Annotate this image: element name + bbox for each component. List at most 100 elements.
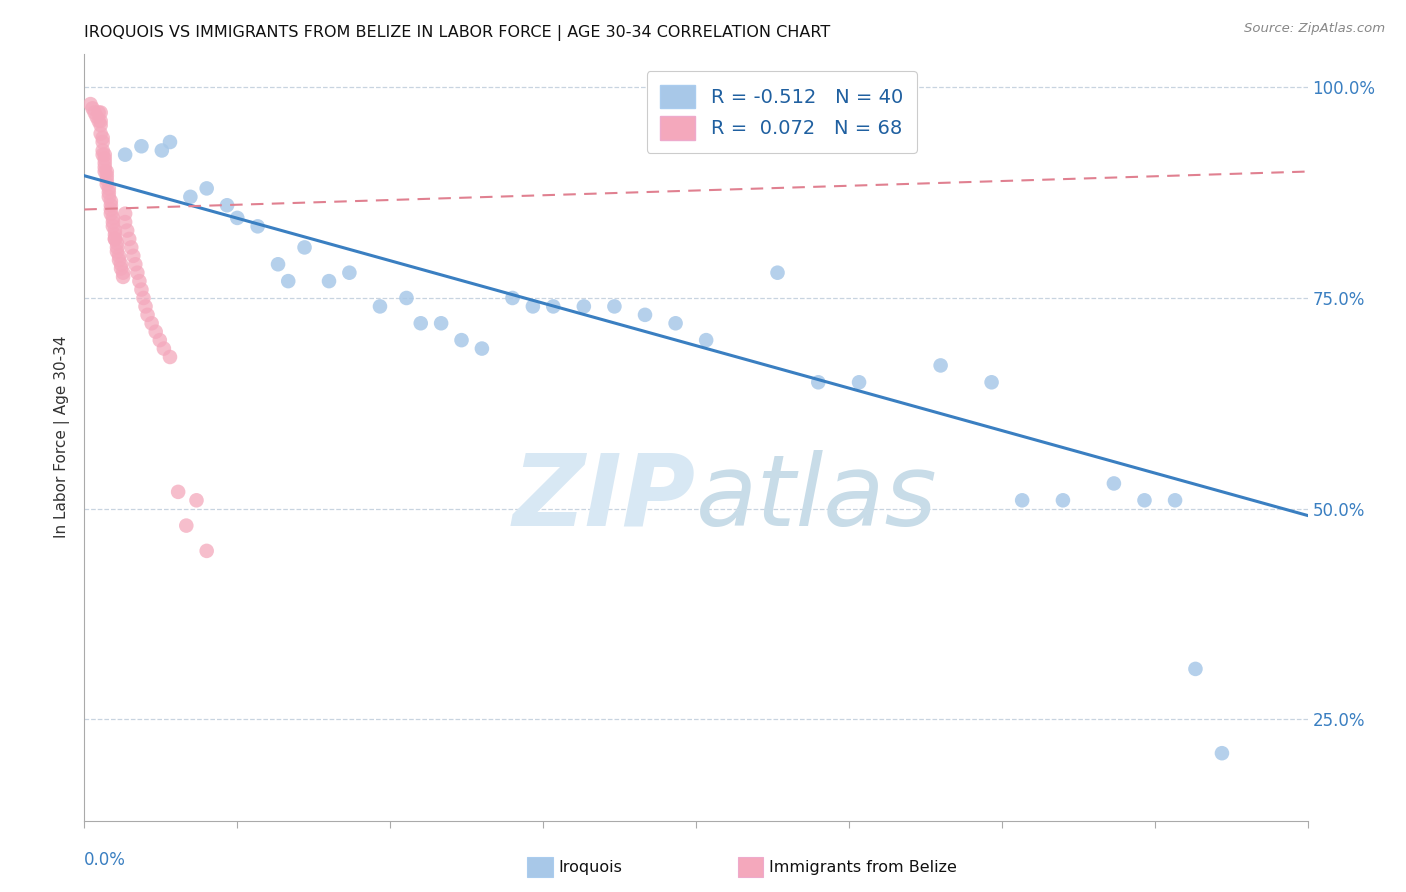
Point [1011, 493, 1033, 508]
Point [1102, 476, 1125, 491]
Point [105, 236, 128, 251]
Point [104, 232, 127, 246]
Point [118, 232, 141, 246]
Point [90, 127, 112, 141]
Point [634, 308, 657, 322]
Point [226, 211, 249, 225]
Point [395, 291, 418, 305]
Y-axis label: In Labor Force | Age 30-34: In Labor Force | Age 30-34 [55, 335, 70, 539]
Point [766, 266, 789, 280]
Point [186, 493, 208, 508]
Point [409, 316, 432, 330]
Point [1052, 493, 1074, 508]
Point [100, 194, 122, 208]
Point [1164, 493, 1187, 508]
Point [105, 240, 128, 254]
Point [97, 181, 120, 195]
Point [101, 211, 124, 225]
Point [120, 240, 142, 254]
Point [93, 161, 115, 175]
Point [179, 190, 201, 204]
Point [122, 249, 145, 263]
Point [93, 147, 115, 161]
Point [145, 325, 167, 339]
Point [104, 227, 127, 242]
Point [450, 333, 472, 347]
Point [318, 274, 340, 288]
Point [96, 164, 118, 178]
Point [471, 342, 494, 356]
Point [124, 257, 146, 271]
Point [100, 207, 122, 221]
Point [430, 316, 453, 330]
Text: atlas: atlas [696, 450, 938, 547]
Point [82, 101, 104, 115]
Point [96, 177, 118, 191]
Text: Iroquois: Iroquois [558, 860, 621, 874]
Point [159, 135, 181, 149]
Text: Source: ZipAtlas.com: Source: ZipAtlas.com [1244, 22, 1385, 36]
Point [104, 223, 127, 237]
Point [136, 308, 159, 322]
Point [87, 105, 110, 120]
Point [1211, 746, 1233, 760]
Point [108, 249, 131, 263]
Point [101, 219, 124, 234]
Point [277, 274, 299, 288]
Text: Immigrants from Belize: Immigrants from Belize [769, 860, 957, 874]
Point [97, 186, 120, 200]
Point [665, 316, 688, 330]
Point [131, 283, 153, 297]
Point [110, 257, 132, 271]
Point [90, 114, 112, 128]
Point [267, 257, 290, 271]
Point [87, 114, 110, 128]
Point [104, 232, 127, 246]
Point [135, 300, 157, 314]
Point [167, 484, 190, 499]
Point [174, 518, 197, 533]
Point [114, 207, 136, 221]
Point [149, 333, 172, 347]
Point [502, 291, 524, 305]
Legend: R = -0.512   N = 40, R =  0.072   N = 68: R = -0.512 N = 40, R = 0.072 N = 68 [647, 70, 917, 153]
Text: ZIP: ZIP [513, 450, 696, 547]
Point [100, 198, 122, 212]
Point [91, 147, 114, 161]
Point [79, 97, 101, 112]
Point [246, 219, 269, 234]
Point [91, 135, 114, 149]
Point [93, 152, 115, 166]
Point [368, 300, 391, 314]
Point [101, 215, 124, 229]
Point [131, 139, 153, 153]
Point [543, 300, 565, 314]
Point [112, 269, 135, 284]
Point [132, 291, 155, 305]
Point [86, 110, 108, 124]
Point [522, 300, 544, 314]
Point [848, 376, 870, 390]
Point [603, 300, 626, 314]
Point [1184, 662, 1206, 676]
Point [110, 261, 132, 276]
Point [150, 144, 173, 158]
Point [980, 376, 1002, 390]
Point [159, 350, 181, 364]
Point [100, 202, 122, 217]
Point [114, 215, 136, 229]
Point [114, 147, 136, 161]
Point [91, 144, 114, 158]
Point [105, 244, 128, 259]
Point [929, 359, 952, 373]
Point [93, 164, 115, 178]
Point [96, 173, 118, 187]
Point [83, 105, 105, 120]
Point [112, 266, 135, 280]
Point [108, 253, 131, 268]
Point [339, 266, 361, 280]
Point [217, 198, 239, 212]
Point [90, 118, 112, 132]
Point [97, 190, 120, 204]
Point [153, 342, 176, 356]
